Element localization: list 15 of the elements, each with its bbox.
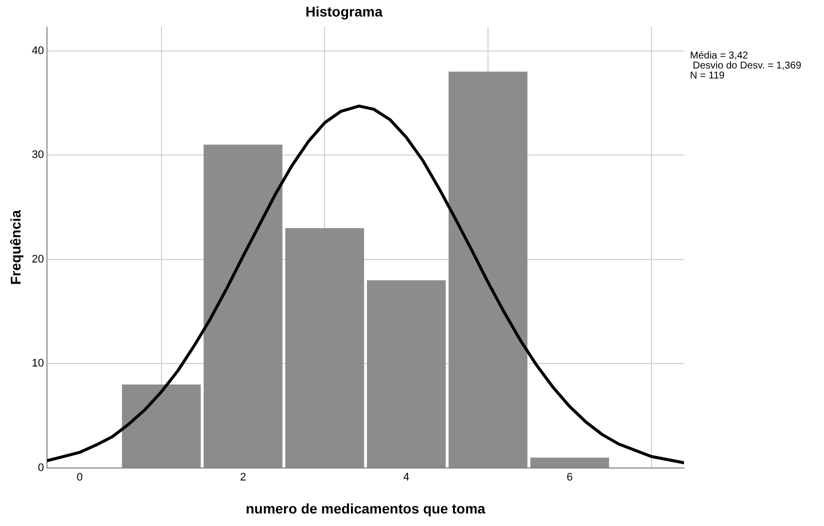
x-tick-label: 4 [403, 472, 410, 484]
x-tick-label: 6 [566, 472, 573, 484]
y-axis-title: Frequência [7, 210, 24, 285]
x-tick-label: 2 [240, 472, 246, 484]
y-tick-label: 0 [38, 462, 44, 474]
chart-title: Histograma [305, 3, 383, 20]
y-tick-label: 10 [32, 358, 44, 370]
y-tick-label: 30 [32, 149, 44, 162]
y-tick-label: 20 [32, 253, 44, 266]
text: Desvio do Desv. = 1,369 [690, 60, 802, 72]
text: Média = 3,42 [690, 50, 749, 62]
y-tick-label: 40 [32, 44, 44, 57]
x-tick-label: 0 [76, 472, 83, 484]
text: N = 119 [690, 70, 725, 82]
x-axis-title: numero de medicamentos que toma [246, 500, 486, 516]
